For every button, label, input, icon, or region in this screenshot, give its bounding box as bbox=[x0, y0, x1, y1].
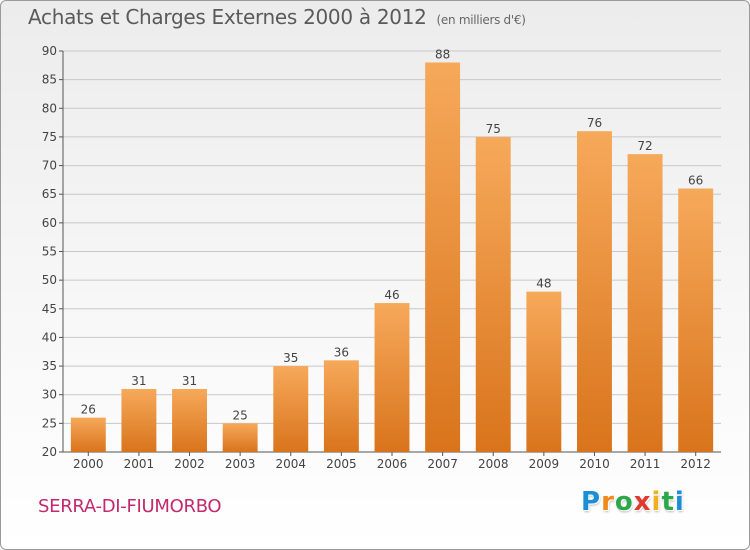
data-label: 75 bbox=[486, 122, 501, 136]
y-tick-label: 20 bbox=[42, 445, 57, 459]
x-tick-label: 2005 bbox=[326, 457, 357, 471]
x-tick-label: 2008 bbox=[478, 457, 509, 471]
x-tick-label: 2012 bbox=[680, 457, 711, 471]
y-tick-label: 45 bbox=[42, 302, 57, 316]
y-tick-label: 90 bbox=[42, 44, 57, 58]
data-label: 88 bbox=[435, 47, 450, 61]
y-tick-label: 50 bbox=[42, 273, 57, 287]
y-tick-label: 40 bbox=[42, 330, 57, 344]
data-label: 48 bbox=[536, 277, 551, 291]
x-tick-label: 2011 bbox=[630, 457, 661, 471]
data-label: 31 bbox=[182, 374, 197, 388]
logo-letter: t bbox=[661, 487, 675, 517]
x-tick-label: 2010 bbox=[579, 457, 610, 471]
y-tick-label: 85 bbox=[42, 73, 57, 87]
x-tick-label: 2003 bbox=[225, 457, 256, 471]
chart-title: Achats et Charges Externes 2000 à 2012 bbox=[28, 5, 427, 29]
x-tick-label: 2007 bbox=[427, 457, 458, 471]
bars bbox=[70, 62, 714, 452]
y-tick-label: 70 bbox=[42, 159, 57, 173]
logo-letter: r bbox=[601, 487, 615, 517]
data-label: 72 bbox=[637, 139, 652, 153]
data-label: 25 bbox=[233, 408, 248, 422]
bar bbox=[576, 131, 612, 452]
x-tick-label: 2002 bbox=[174, 457, 205, 471]
data-label: 36 bbox=[334, 345, 349, 359]
bar bbox=[425, 62, 461, 452]
bar bbox=[121, 388, 157, 452]
data-label: 76 bbox=[587, 116, 602, 130]
x-tick-label: 2000 bbox=[73, 457, 104, 471]
x-tick-label: 2009 bbox=[529, 457, 560, 471]
bar bbox=[526, 291, 562, 452]
bar bbox=[273, 366, 309, 452]
chart-title-block: Achats et Charges Externes 2000 à 2012 (e… bbox=[28, 5, 526, 29]
y-tick-label: 55 bbox=[42, 245, 57, 259]
y-tick-label: 65 bbox=[42, 187, 57, 201]
y-tick-label: 25 bbox=[42, 416, 57, 430]
logo-letter: x bbox=[633, 487, 652, 517]
data-labels: 26 31 31 25 35 36 46 88 75 48 76 72 66 bbox=[81, 47, 704, 422]
proxiti-logo: Proxiti bbox=[581, 487, 685, 517]
bar bbox=[70, 417, 106, 452]
logo-letter: P bbox=[581, 487, 602, 517]
data-label: 35 bbox=[283, 351, 298, 365]
chart-subtitle: (en milliers d'€) bbox=[436, 13, 526, 27]
y-tick-label: 30 bbox=[42, 388, 57, 402]
x-tick-label: 2004 bbox=[275, 457, 306, 471]
data-label: 46 bbox=[384, 288, 399, 302]
logo-letter: i bbox=[674, 487, 685, 517]
bar bbox=[374, 303, 410, 452]
y-tick-label: 80 bbox=[42, 101, 57, 115]
town-name: SERRA-DI-FIUMORBO bbox=[38, 496, 222, 517]
bar bbox=[222, 423, 258, 452]
x-tick-label: 2001 bbox=[124, 457, 155, 471]
y-tick-label: 35 bbox=[42, 359, 57, 373]
bar bbox=[172, 388, 208, 452]
bar bbox=[475, 136, 511, 452]
x-tick-label: 2006 bbox=[377, 457, 408, 471]
y-tick-label: 75 bbox=[42, 130, 57, 144]
data-label: 26 bbox=[81, 403, 96, 417]
bar bbox=[627, 154, 663, 452]
bar bbox=[678, 188, 714, 452]
y-tick-label: 60 bbox=[42, 216, 57, 230]
data-label: 66 bbox=[688, 173, 703, 187]
y-tick-labels: 20 25 30 35 40 45 50 55 60 65 70 75 80 85 90 bbox=[42, 44, 57, 459]
bar bbox=[323, 360, 359, 452]
data-label: 31 bbox=[131, 374, 146, 388]
x-tick-labels: 2000 2001 2002 2003 2004 2005 2006 2007 2008 2009… bbox=[73, 457, 711, 471]
logo-letter: o bbox=[614, 487, 634, 517]
logo-letter: i bbox=[651, 487, 662, 517]
